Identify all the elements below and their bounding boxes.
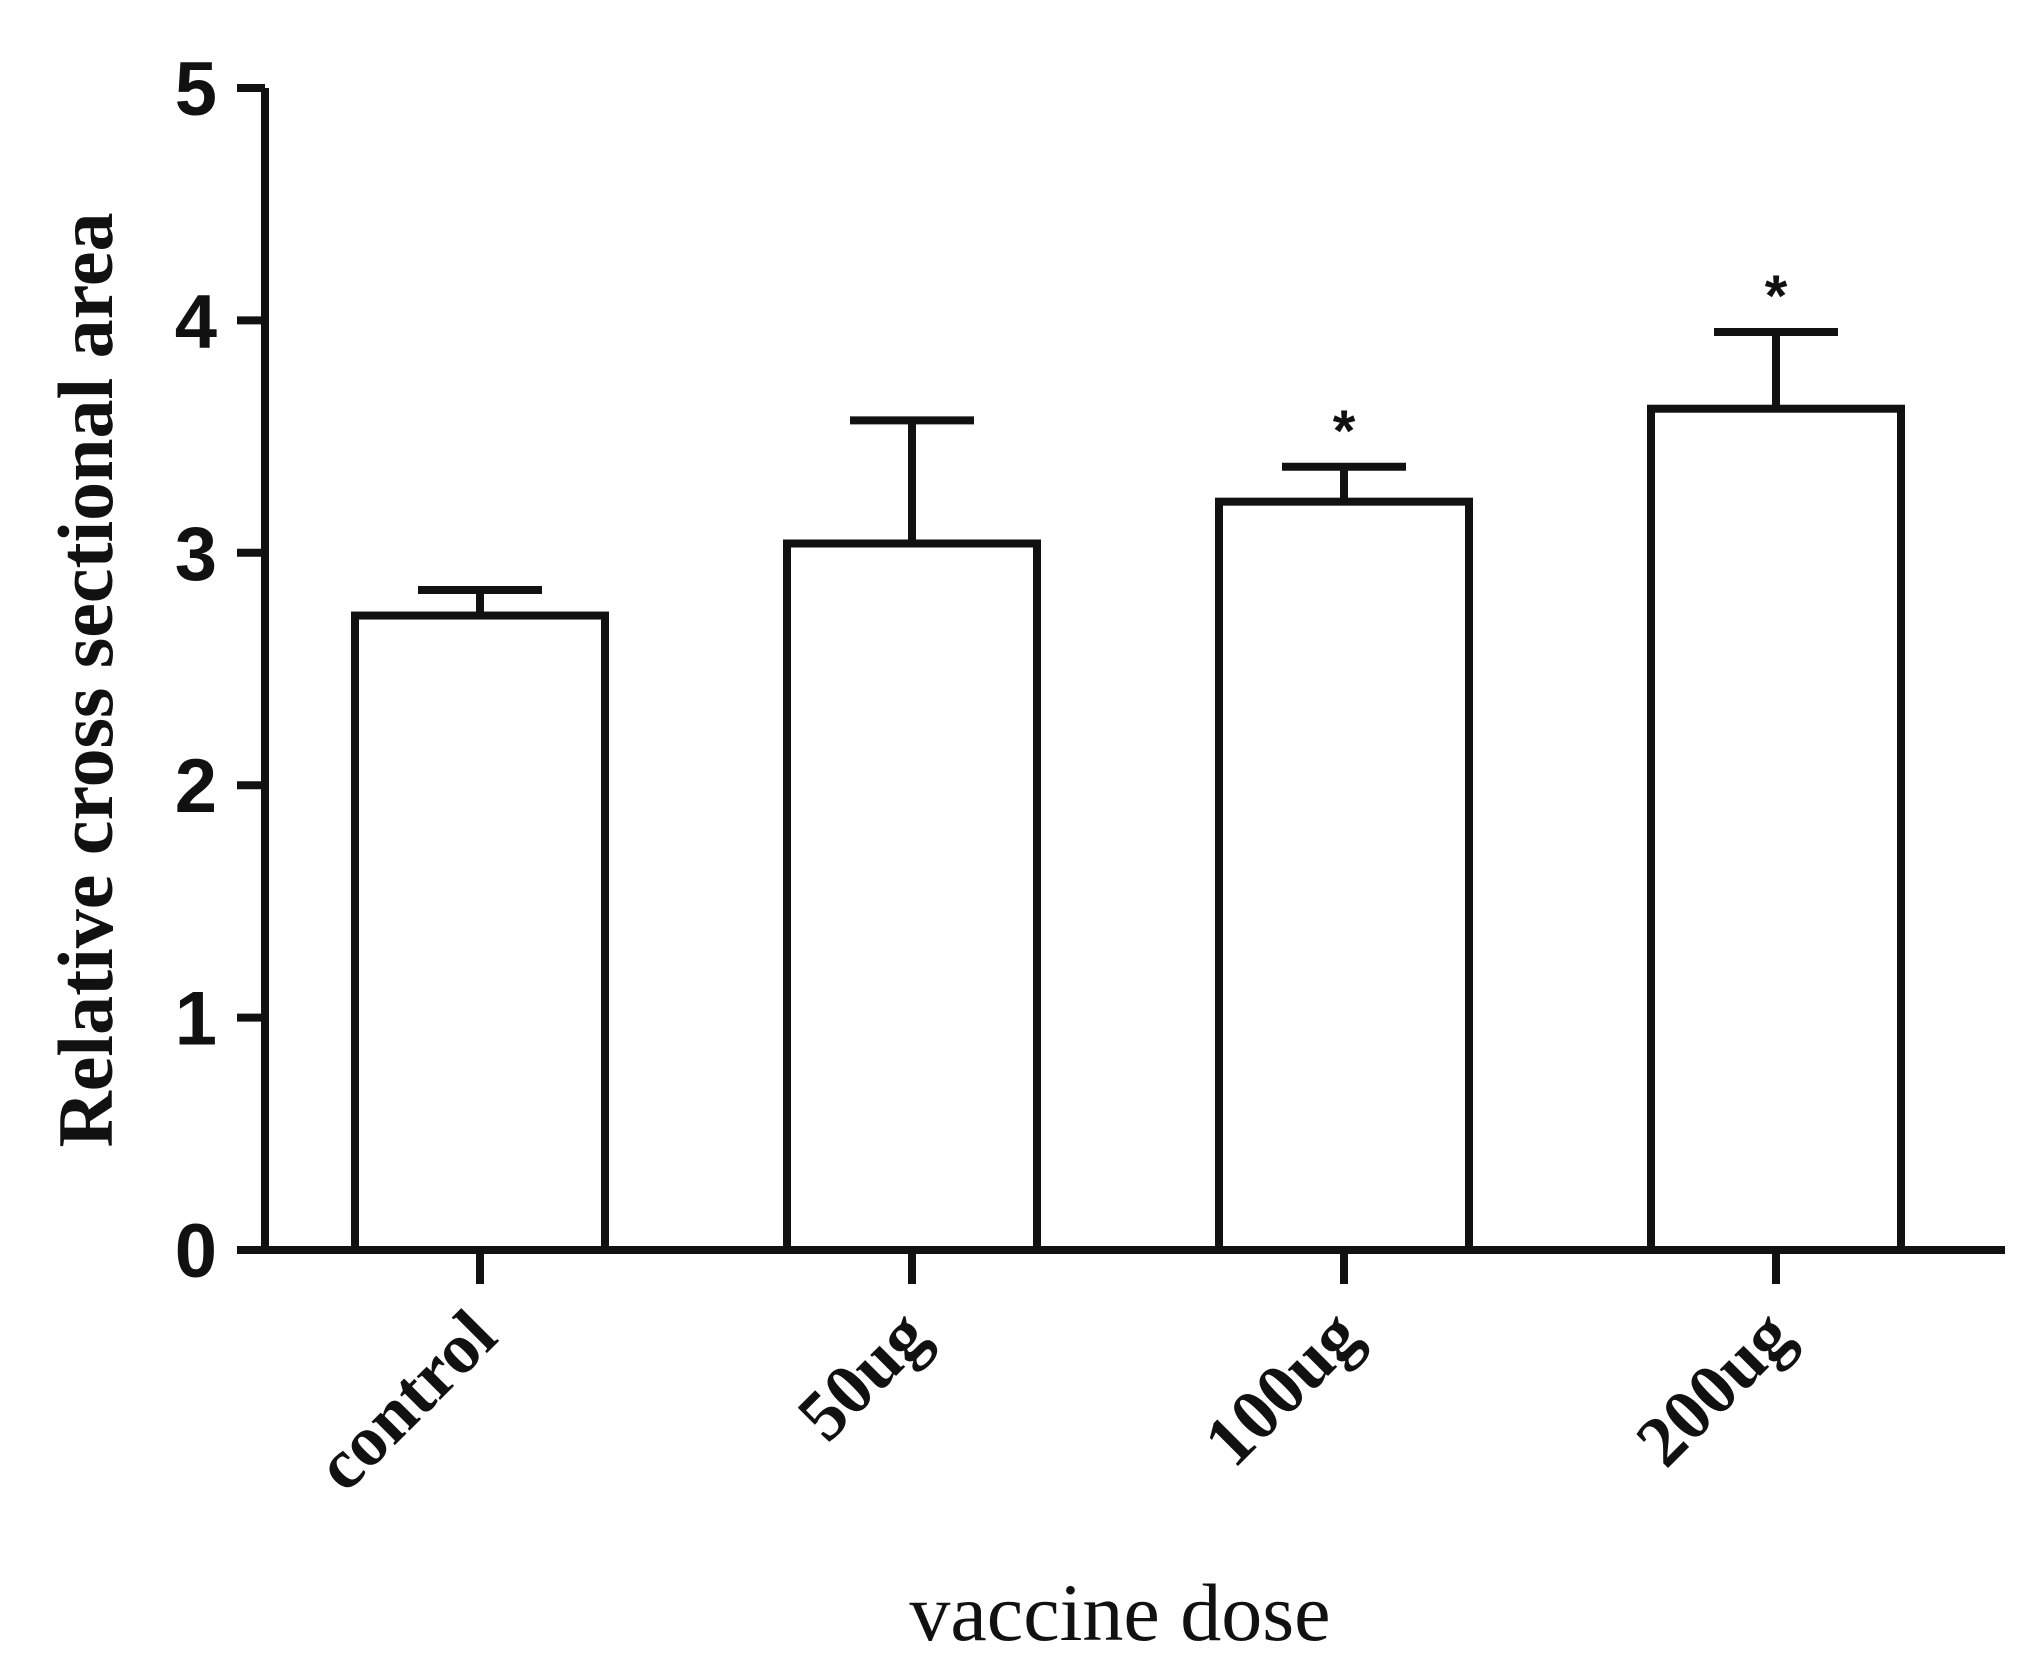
- bar-100ug: [1215, 497, 1473, 1254]
- y-axis-title: Relative cross sectional area: [42, 212, 129, 1147]
- y-tick-label: 3: [175, 512, 217, 597]
- x-tick-label-control: control: [300, 1295, 511, 1506]
- y-tick-label: 5: [175, 47, 217, 132]
- plot-area: 0 1 2 3 4 5 control 50ug * 100ug * 200ug: [175, 47, 2005, 1506]
- x-tick-label-200ug: 200ug: [1621, 1295, 1808, 1482]
- significance-marker: *: [1333, 399, 1356, 464]
- y-tick-label: 1: [175, 977, 217, 1062]
- y-tick-label: 4: [175, 279, 217, 364]
- y-tick-label: 0: [175, 1209, 217, 1294]
- bar-control: [351, 611, 609, 1254]
- significance-marker: *: [1765, 264, 1788, 329]
- bar-200ug: [1647, 404, 1905, 1255]
- bar-50ug: [783, 539, 1041, 1254]
- x-tick-label-100ug: 100ug: [1189, 1295, 1376, 1482]
- y-tick-label: 2: [175, 744, 217, 829]
- x-tick-label-50ug: 50ug: [782, 1295, 943, 1456]
- x-axis-title: vaccine dose: [909, 1567, 1330, 1658]
